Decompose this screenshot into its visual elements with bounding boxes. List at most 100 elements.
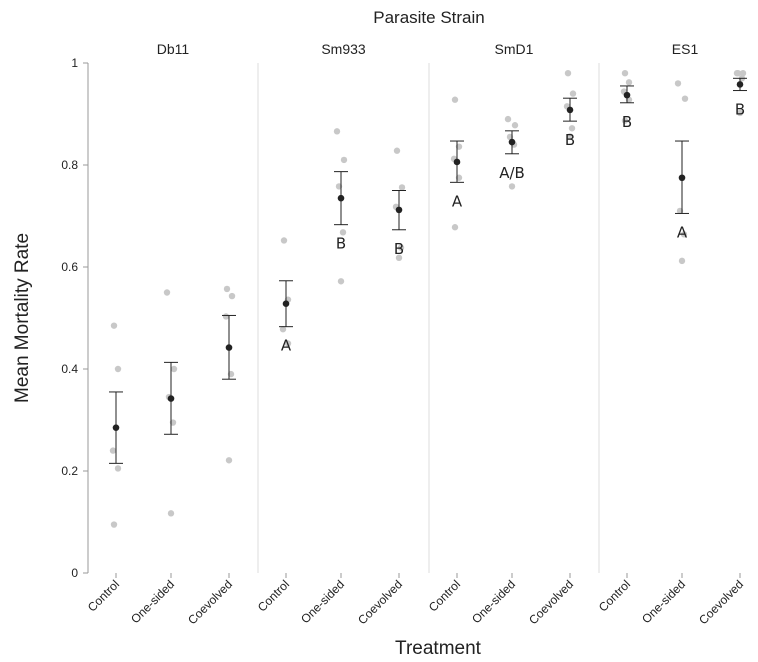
significance-letter: A xyxy=(677,223,688,241)
data-point xyxy=(504,115,512,123)
data-point xyxy=(167,510,175,517)
data-point xyxy=(333,128,341,135)
group-coevolved: Coevolved B xyxy=(526,70,577,627)
x-category-label: Control xyxy=(426,577,463,614)
significance-letter: A xyxy=(281,337,292,355)
data-point xyxy=(739,70,747,77)
x-category-label: Coevolved xyxy=(355,577,405,627)
data-point xyxy=(568,125,576,132)
data-point xyxy=(163,289,171,296)
data-point xyxy=(736,109,744,117)
x-category-label: Control xyxy=(596,577,633,614)
mean-point xyxy=(623,91,631,99)
data-point xyxy=(397,244,405,251)
panel-smd1: SmD1 Control A One-sided A/B Coevolved B xyxy=(426,41,577,627)
data-point xyxy=(339,229,347,236)
significance-letter: A/B xyxy=(499,164,525,182)
data-point xyxy=(451,224,459,231)
mean-point xyxy=(282,300,290,308)
data-point xyxy=(223,285,231,293)
mean-point xyxy=(112,424,120,431)
data-point xyxy=(398,184,406,191)
group-control: Control A xyxy=(255,237,293,614)
significance-letter: B xyxy=(735,101,745,119)
group-one-sided: One-sided xyxy=(128,289,178,626)
data-point xyxy=(340,156,348,164)
x-category-label: Coevolved xyxy=(526,577,576,627)
data-point xyxy=(678,257,686,265)
significance-letter: B xyxy=(394,240,404,258)
x-category-label: One-sided xyxy=(298,577,347,626)
significance-letter: A xyxy=(452,192,463,210)
data-point xyxy=(222,313,230,320)
mean-point xyxy=(566,106,574,114)
data-point xyxy=(569,90,577,97)
x-category-label: One-sided xyxy=(639,577,688,626)
chart-title: Parasite Strain xyxy=(373,8,485,27)
x-category-label: Control xyxy=(85,577,122,614)
group-control: Control xyxy=(85,322,123,614)
mean-point xyxy=(167,395,175,402)
data-point xyxy=(680,231,688,238)
data-point xyxy=(225,457,233,464)
mean-point xyxy=(508,138,516,146)
data-point xyxy=(228,292,236,300)
data-point xyxy=(284,340,292,347)
panel-title: ES1 xyxy=(672,41,699,57)
panel-es1: ES1 Control B One-sided A Coevolved B xyxy=(596,41,747,627)
data-point xyxy=(170,365,178,373)
x-category-label: Coevolved xyxy=(696,577,746,627)
data-point xyxy=(566,133,574,140)
group-coevolved: Coevolved xyxy=(185,285,236,627)
x-category-label: One-sided xyxy=(128,577,177,626)
panel-title: SmD1 xyxy=(495,41,534,57)
data-point xyxy=(337,278,345,285)
group-coevolved: Coevolved B xyxy=(696,70,747,627)
group-one-sided: One-sided A/B xyxy=(469,115,525,626)
data-point xyxy=(395,254,403,262)
mean-point xyxy=(736,81,744,88)
data-point xyxy=(280,237,288,244)
data-point xyxy=(621,70,629,77)
mean-point xyxy=(337,194,345,202)
group-control: Control B xyxy=(596,70,634,614)
significance-letter: B xyxy=(336,235,346,253)
x-axis-title: Treatment xyxy=(395,638,482,659)
data-point xyxy=(733,70,741,77)
data-point xyxy=(279,326,287,333)
mean-point xyxy=(395,206,403,214)
group-one-sided: One-sided B xyxy=(298,128,348,626)
x-category-label: One-sided xyxy=(469,577,518,626)
data-point xyxy=(451,96,459,103)
significance-letter: B xyxy=(622,113,632,131)
mean-point xyxy=(453,158,461,166)
group-control: Control A xyxy=(426,96,464,614)
data-point xyxy=(114,365,122,373)
panel-sm933: Sm933 Control A One-sided B Coevolved B xyxy=(255,41,406,627)
data-point xyxy=(109,447,117,454)
data-point xyxy=(393,147,401,154)
data-point xyxy=(114,465,122,472)
significance-letter: B xyxy=(565,131,575,149)
panel-db11: Db11 Control One-sided Coevolved xyxy=(85,41,236,627)
data-point xyxy=(564,70,572,77)
data-point xyxy=(511,122,519,129)
data-point xyxy=(508,183,516,190)
y-tick-label: 0.8 xyxy=(61,158,78,172)
panel-title: Db11 xyxy=(157,41,190,57)
y-tick-label: 0.2 xyxy=(61,464,78,478)
y-axis-title: Mean Mortality Rate xyxy=(12,233,33,403)
y-tick-label: 0.6 xyxy=(61,260,78,274)
data-point xyxy=(110,521,118,528)
data-point xyxy=(625,79,633,86)
group-coevolved: Coevolved B xyxy=(355,147,406,627)
data-point xyxy=(681,95,689,102)
x-category-label: Control xyxy=(255,577,292,614)
data-point xyxy=(621,117,629,124)
y-tick-label: 1 xyxy=(71,56,78,70)
x-category-label: Coevolved xyxy=(185,577,235,627)
y-tick-label: 0 xyxy=(71,566,78,580)
